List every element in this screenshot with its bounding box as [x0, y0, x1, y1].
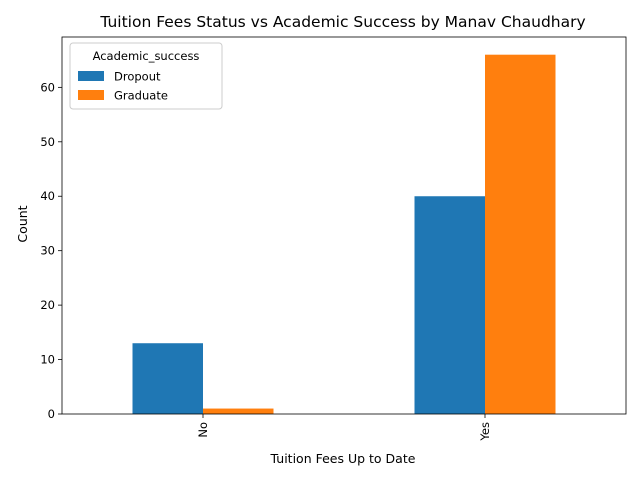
bar-graduate-yes	[485, 54, 556, 414]
x-axis-label: Tuition Fees Up to Date	[270, 451, 416, 466]
y-tick-label: 50	[40, 135, 55, 149]
y-tick-label: 10	[40, 353, 55, 367]
legend: Academic_success Dropout Graduate	[69, 42, 223, 110]
y-tick-label: 0	[48, 407, 55, 421]
x-tick-label: No	[196, 422, 210, 438]
legend-label-graduate: Graduate	[114, 89, 168, 103]
legend-swatch-dropout	[78, 71, 104, 81]
legend-box	[69, 42, 223, 110]
y-tick-label: 40	[40, 189, 55, 203]
legend-title: Academic_success	[93, 49, 200, 63]
bar-dropout-yes	[414, 196, 485, 414]
bar-dropout-no	[132, 343, 203, 414]
plot-frame	[61, 36, 627, 415]
y-tick-label: 60	[40, 80, 55, 94]
y-tick-label: 20	[40, 298, 55, 312]
chart-title: Tuition Fees Status vs Academic Success …	[99, 13, 585, 31]
legend-label-dropout: Dropout	[114, 70, 161, 84]
x-tick-label: Yes	[478, 422, 492, 442]
plot-area: 0 10 20 30 40 50 60 No Yes	[40, 36, 627, 442]
y-tick-label: 30	[40, 244, 55, 258]
y-axis-label: Count	[15, 205, 30, 242]
legend-swatch-graduate	[78, 90, 104, 100]
bar-graduate-no	[203, 408, 274, 414]
